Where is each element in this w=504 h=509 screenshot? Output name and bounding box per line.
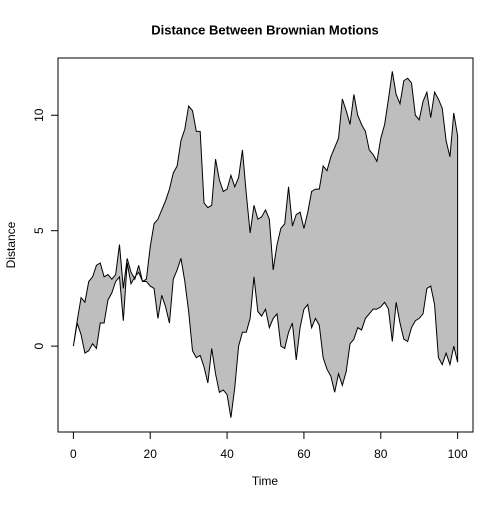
- x-tick-label: 80: [374, 447, 388, 461]
- x-axis-label: Time: [252, 474, 279, 488]
- x-tick-label: 60: [297, 447, 311, 461]
- y-tick-label: 0: [32, 342, 46, 349]
- y-tick-label: 5: [32, 227, 46, 234]
- x-tick-label: 0: [70, 447, 77, 461]
- x-tick-label: 20: [144, 447, 158, 461]
- y-tick-label: 10: [32, 108, 46, 122]
- x-tick-label: 100: [448, 447, 468, 461]
- x-tick-label: 40: [220, 447, 234, 461]
- chart-title: Distance Between Brownian Motions: [151, 22, 379, 37]
- y-axis-label: Distance: [4, 221, 18, 268]
- area-between: [72, 71, 459, 418]
